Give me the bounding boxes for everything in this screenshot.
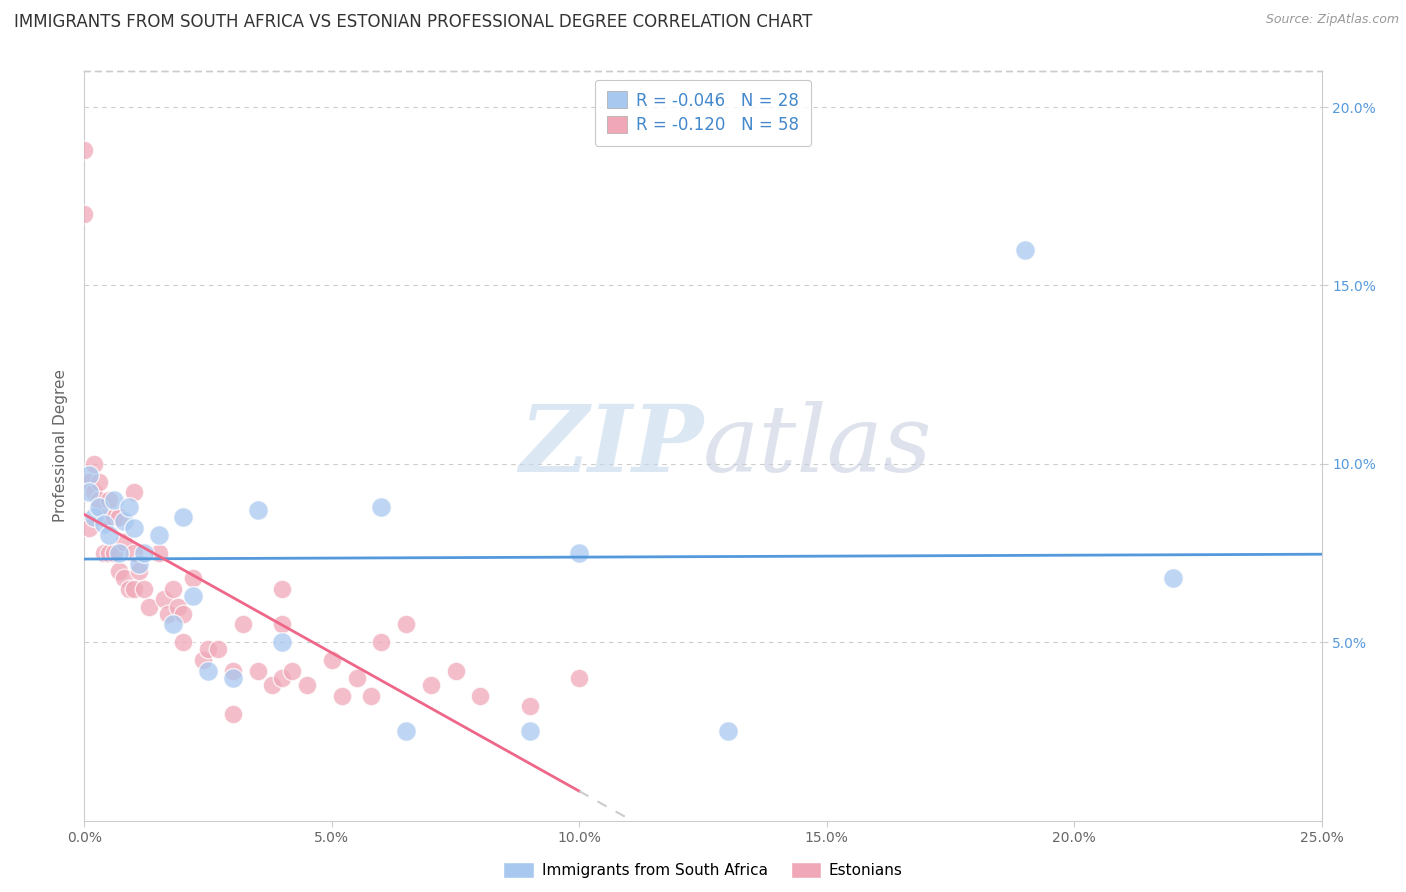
Point — [108, 546, 131, 560]
Point — [172, 635, 194, 649]
Point — [470, 689, 492, 703]
Point — [360, 689, 382, 703]
Point — [148, 546, 170, 560]
Point — [1014, 243, 1036, 257]
Point — [444, 664, 467, 678]
Point — [128, 564, 150, 578]
Point — [207, 642, 229, 657]
Point — [295, 678, 318, 692]
Point — [89, 475, 111, 489]
Point — [395, 724, 418, 739]
Point — [172, 607, 194, 621]
Point — [83, 485, 105, 500]
Point — [281, 664, 304, 678]
Point — [122, 546, 145, 560]
Point — [89, 500, 111, 514]
Point — [162, 582, 184, 596]
Point — [89, 492, 111, 507]
Point — [271, 671, 294, 685]
Point — [108, 564, 131, 578]
Point — [112, 514, 135, 528]
Text: ZIP: ZIP — [519, 401, 703, 491]
Point — [191, 653, 214, 667]
Point — [222, 664, 245, 678]
Text: Source: ZipAtlas.com: Source: ZipAtlas.com — [1265, 13, 1399, 27]
Point — [108, 510, 131, 524]
Point — [98, 528, 121, 542]
Point — [73, 475, 96, 489]
Point — [122, 582, 145, 596]
Point — [370, 635, 392, 649]
Point — [172, 510, 194, 524]
Point — [271, 582, 294, 596]
Text: IMMIGRANTS FROM SOUTH AFRICA VS ESTONIAN PROFESSIONAL DEGREE CORRELATION CHART: IMMIGRANTS FROM SOUTH AFRICA VS ESTONIAN… — [14, 13, 813, 31]
Point — [717, 724, 740, 739]
Point — [222, 671, 245, 685]
Legend: Immigrants from South Africa, Estonians: Immigrants from South Africa, Estonians — [498, 856, 908, 884]
Point — [246, 664, 269, 678]
Point — [79, 475, 101, 489]
Point — [98, 492, 121, 507]
Point — [118, 500, 141, 514]
Point — [419, 678, 441, 692]
Point — [370, 500, 392, 514]
Point — [181, 589, 204, 603]
Y-axis label: Professional Degree: Professional Degree — [53, 369, 69, 523]
Point — [103, 510, 125, 524]
Point — [73, 207, 96, 221]
Point — [330, 689, 353, 703]
Point — [118, 582, 141, 596]
Point — [395, 617, 418, 632]
Point — [568, 671, 591, 685]
Point — [519, 699, 541, 714]
Point — [79, 467, 101, 482]
Point — [157, 607, 180, 621]
Point — [112, 535, 135, 549]
Point — [93, 546, 115, 560]
Point — [519, 724, 541, 739]
Point — [321, 653, 343, 667]
Point — [112, 571, 135, 585]
Point — [93, 517, 115, 532]
Point — [167, 599, 190, 614]
Point — [79, 521, 101, 535]
Point — [346, 671, 368, 685]
Point — [197, 642, 219, 657]
Point — [271, 635, 294, 649]
Point — [138, 599, 160, 614]
Point — [132, 582, 155, 596]
Point — [128, 557, 150, 571]
Point — [262, 678, 284, 692]
Point — [103, 492, 125, 507]
Point — [246, 503, 269, 517]
Point — [148, 528, 170, 542]
Point — [197, 664, 219, 678]
Text: atlas: atlas — [703, 401, 932, 491]
Point — [122, 521, 145, 535]
Point — [98, 546, 121, 560]
Point — [79, 485, 101, 500]
Point — [222, 706, 245, 721]
Point — [568, 546, 591, 560]
Point — [122, 485, 145, 500]
Point — [103, 546, 125, 560]
Legend: R = -0.046   N = 28, R = -0.120   N = 58: R = -0.046 N = 28, R = -0.120 N = 58 — [595, 79, 811, 146]
Point — [132, 546, 155, 560]
Point — [83, 457, 105, 471]
Point — [83, 510, 105, 524]
Point — [162, 617, 184, 632]
Point — [181, 571, 204, 585]
Point — [271, 617, 294, 632]
Point — [1161, 571, 1184, 585]
Point — [93, 510, 115, 524]
Point — [232, 617, 254, 632]
Point — [73, 143, 96, 157]
Point — [152, 592, 174, 607]
